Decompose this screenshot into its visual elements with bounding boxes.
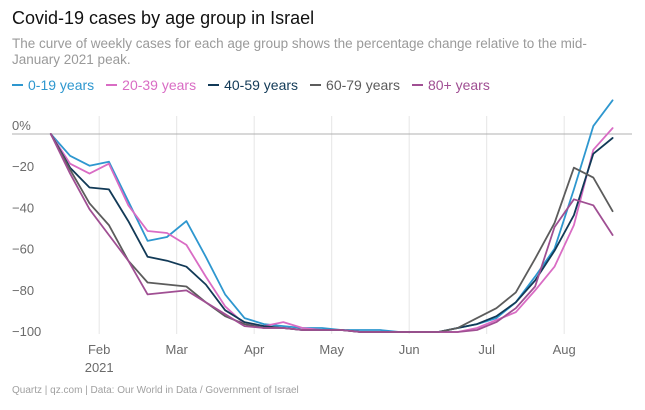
y-tick-label: −40 bbox=[12, 200, 34, 215]
legend-swatch-40-59 bbox=[208, 84, 220, 86]
legend-item-20-39: 20-39 years bbox=[106, 77, 196, 93]
x-tick-label: Aug bbox=[553, 342, 576, 357]
y-tick-label: −60 bbox=[12, 242, 34, 257]
x-tick-label: Jun bbox=[399, 342, 420, 357]
x-tick-sublabel: 2021 bbox=[85, 360, 114, 375]
legend-item-0-19: 0-19 years bbox=[12, 77, 94, 93]
chart-subtitle: The curve of weekly cases for each age g… bbox=[12, 36, 587, 67]
legend-swatch-60-79 bbox=[310, 84, 322, 86]
legend-item-40-59: 40-59 years bbox=[208, 77, 298, 93]
x-tick-label: Mar bbox=[165, 342, 188, 357]
y-tick-label: 0% bbox=[12, 118, 31, 133]
legend-label-80-plus: 80+ years bbox=[427, 77, 490, 93]
x-tick-label: Jul bbox=[478, 342, 495, 357]
chart-title: Covid-19 cases by age group in Israel bbox=[12, 8, 315, 28]
legend-item-80-plus: 80+ years bbox=[411, 77, 490, 93]
chart-legend: 0-19 years 20-39 years 40-59 years 60-79… bbox=[12, 77, 502, 93]
legend-label-20-39: 20-39 years bbox=[122, 77, 197, 93]
series-line-80-years bbox=[49, 133, 614, 333]
legend-label-60-79: 60-79 years bbox=[326, 77, 400, 93]
y-tick-label: −20 bbox=[12, 159, 34, 174]
x-tick-label: May bbox=[319, 342, 344, 357]
legend-item-60-79: 60-79 years bbox=[310, 77, 400, 93]
legend-label-40-59: 40-59 years bbox=[224, 77, 299, 93]
x-tick-label: Feb bbox=[88, 342, 110, 357]
source-credit: Quartz | qz.com | Data: Our World in Dat… bbox=[12, 385, 299, 396]
y-tick-label: −100 bbox=[12, 324, 41, 339]
y-tick-label: −80 bbox=[12, 283, 34, 298]
legend-swatch-0-19 bbox=[12, 84, 23, 86]
legend-swatch-80-plus bbox=[411, 84, 423, 86]
legend-swatch-20-39 bbox=[106, 84, 118, 86]
legend-label-0-19: 0-19 years bbox=[28, 77, 95, 93]
x-tick-label: Apr bbox=[244, 342, 265, 357]
